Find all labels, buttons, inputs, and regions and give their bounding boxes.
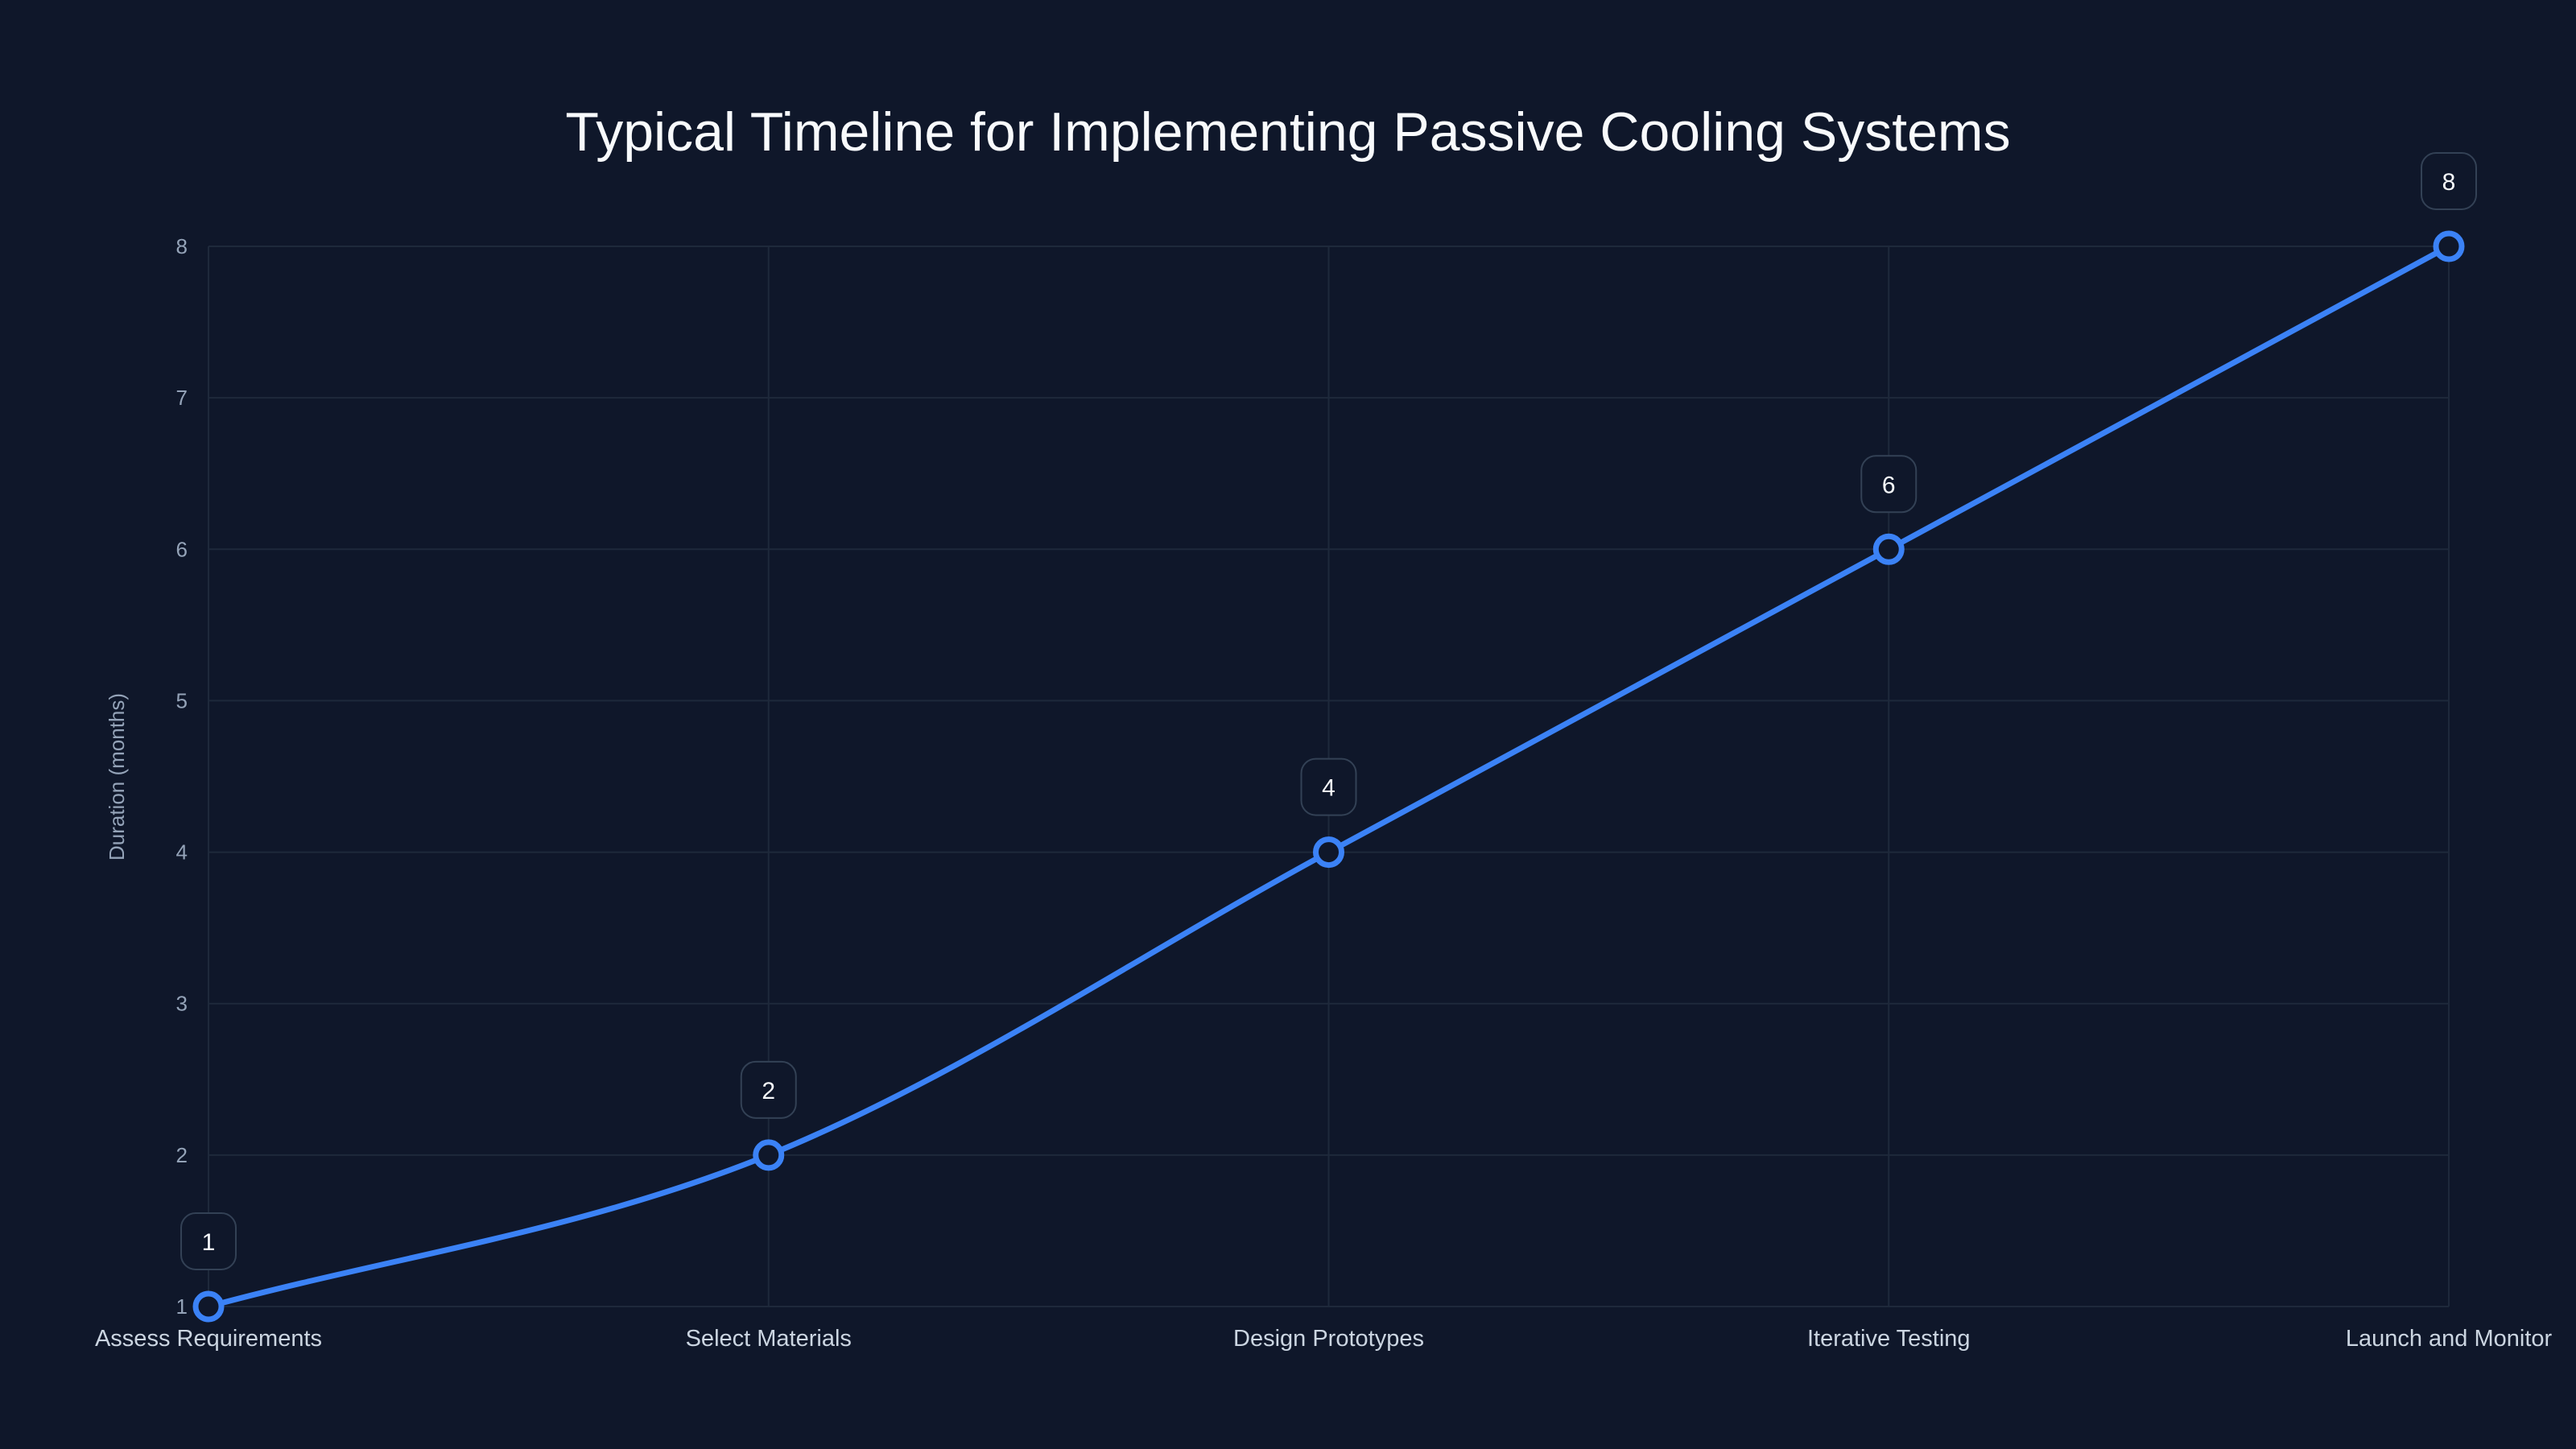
data-point	[753, 1139, 785, 1171]
data-label-box	[180, 1212, 237, 1270]
data-label-box	[2421, 152, 2477, 210]
data-point	[2433, 230, 2465, 262]
y-axis-label: Duration (months)	[105, 693, 129, 861]
data-label: 8	[2442, 169, 2456, 196]
y-tick-label: 7	[176, 386, 188, 410]
y-tick-label: 1	[176, 1294, 188, 1319]
data-label-box	[1300, 758, 1357, 816]
x-tick-label: Select Materials	[686, 1326, 852, 1352]
y-tick-label: 5	[176, 688, 188, 712]
data-label: 4	[1322, 775, 1335, 802]
x-tick-label: Iterative Testing	[1807, 1326, 1971, 1352]
x-tick-label: Launch and Monitor	[2346, 1326, 2553, 1352]
data-point	[1313, 836, 1344, 869]
y-tick-label: 3	[176, 992, 188, 1016]
data-label: 1	[202, 1229, 216, 1256]
data-point	[1872, 533, 1905, 565]
data-label-box	[740, 1060, 797, 1119]
x-tick-label: Assess Requirements	[95, 1326, 322, 1352]
data-label: 2	[762, 1078, 775, 1104]
y-tick-label: 6	[176, 537, 188, 561]
y-tick-label: 2	[176, 1143, 188, 1167]
x-tick-label: Design Prototypes	[1233, 1326, 1424, 1352]
data-label-box	[1860, 455, 1918, 514]
y-tick-label: 8	[176, 234, 188, 258]
data-point	[192, 1290, 225, 1323]
y-tick-label: 4	[176, 840, 188, 865]
data-label: 6	[1882, 472, 1896, 498]
chart-title: Typical Timeline for Implementing Passiv…	[565, 101, 2010, 163]
